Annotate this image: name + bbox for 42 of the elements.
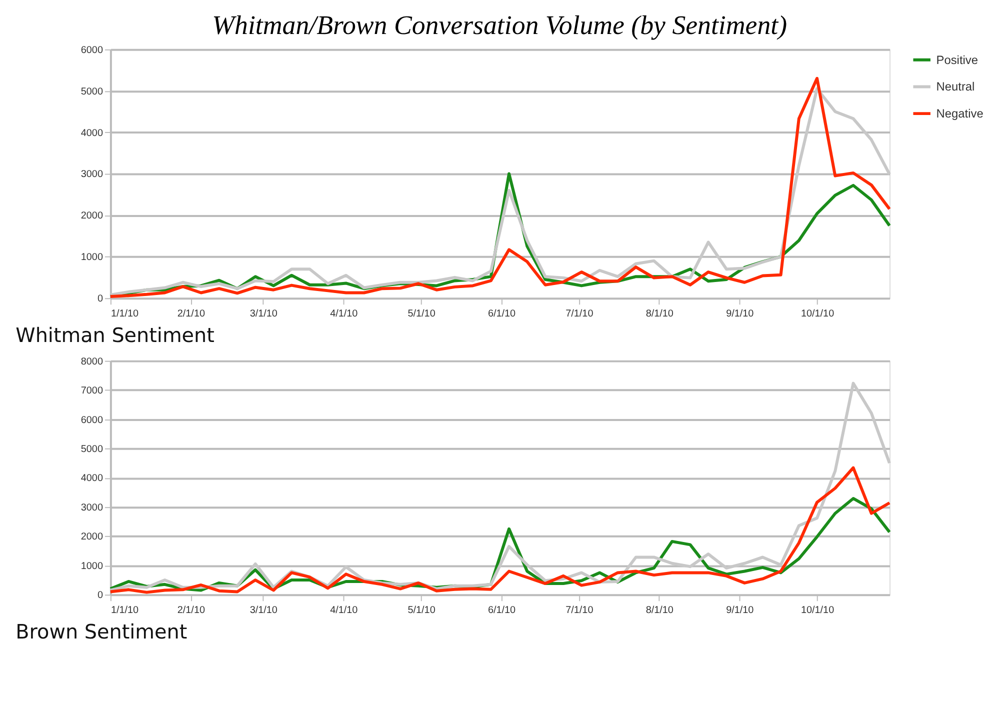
- x-tick-label: 4/1/10: [330, 308, 358, 320]
- x-tick-label: 6/1/10: [488, 605, 516, 616]
- legend-label: Negative: [936, 106, 984, 121]
- y-tick-label: 5000: [80, 86, 104, 98]
- x-tick-label: 2/1/10: [177, 605, 206, 616]
- y-tick-label: 7000: [80, 386, 104, 397]
- y-tick-label: 3000: [80, 169, 104, 180]
- x-tick-label: 7/1/10: [566, 605, 594, 616]
- x-tick-label: 6/1/10: [488, 308, 516, 320]
- y-tick-label: 1000: [80, 560, 104, 572]
- x-tick-label: 7/1/10: [566, 308, 594, 320]
- y-tick-label: 4000: [80, 473, 104, 484]
- x-tick-label: 9/1/10: [726, 308, 754, 320]
- text: Brown Sentiment: [16, 620, 188, 644]
- y-tick-label: 3000: [80, 502, 104, 514]
- x-tick-label: 8/1/10: [646, 308, 674, 320]
- x-tick-label: 10/1/10: [800, 308, 835, 320]
- y-tick-label: 5000: [80, 444, 104, 455]
- y-tick-label: 0: [97, 590, 104, 602]
- x-tick-label: 9/1/10: [726, 605, 754, 616]
- y-tick-label: 2000: [80, 532, 104, 543]
- text: Whitman Sentiment: [16, 324, 215, 347]
- x-tick-label: 8/1/10: [646, 605, 674, 616]
- y-tick-label: 8000: [80, 356, 104, 368]
- x-tick-label: 2/1/10: [177, 308, 206, 320]
- y-tick-label: 6000: [80, 414, 104, 426]
- x-tick-label: 3/1/10: [250, 605, 278, 616]
- x-tick-label: 5/1/10: [408, 308, 436, 320]
- x-tick-label: 10/1/10: [800, 605, 835, 616]
- x-tick-label: 1/1/10: [110, 308, 140, 320]
- y-tick-label: 2000: [80, 210, 104, 222]
- x-tick-label: 4/1/10: [330, 605, 358, 616]
- legend-label: Positive: [936, 52, 978, 67]
- x-tick-label: 5/1/10: [408, 605, 436, 616]
- y-tick-label: 4000: [80, 128, 104, 139]
- legend-label: Neutral: [936, 80, 975, 94]
- y-tick-label: 1000: [80, 252, 104, 264]
- chart-title: Whitman/Brown Conversation Volume (by Sentiment): [212, 10, 788, 40]
- y-tick-label: 0: [97, 294, 104, 305]
- x-tick-label: 1/1/10: [110, 605, 140, 616]
- x-tick-label: 3/1/10: [250, 308, 278, 320]
- y-tick-label: 6000: [80, 44, 104, 56]
